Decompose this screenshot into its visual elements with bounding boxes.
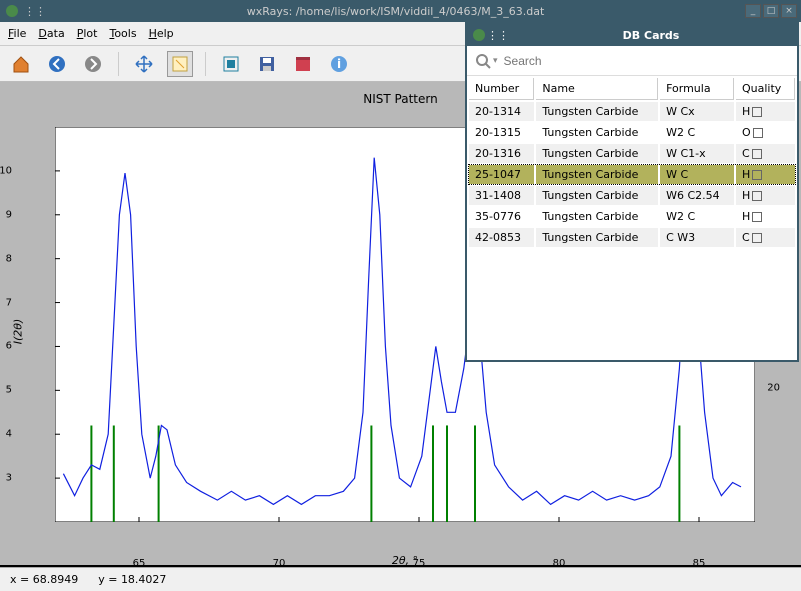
cell-name: Tungsten Carbide [536,228,658,247]
statusbar: x = 68.8949 y = 18.4027 [0,567,801,591]
menu-plot[interactable]: Plot [77,27,98,40]
minimize-button[interactable]: _ [745,4,761,18]
y-axis-label: I(2θ) [11,318,24,344]
db-table: Number Name Formula Quality 20-1314 Tung… [467,76,797,249]
cell-number: 20-1316 [469,144,534,163]
cell-name: Tungsten Carbide [536,123,658,142]
maximize-button[interactable]: □ [763,4,779,18]
ytick-label: 6 [6,341,12,352]
table-row[interactable]: 31-1408 Tungsten Carbide W6 C2.54 H [469,186,795,205]
cell-quality: C [736,144,795,163]
home-button[interactable] [8,51,34,77]
search-input[interactable] [504,54,659,68]
search-dropdown-icon[interactable]: ▾ [493,56,498,66]
col-name[interactable]: Name [536,78,658,100]
cell-name: Tungsten Carbide [536,165,658,184]
grid-button[interactable] [290,51,316,77]
forward-button[interactable] [80,51,106,77]
toolbar-separator [118,52,119,76]
cell-formula: W2 C [660,207,734,226]
zoom-button[interactable] [167,51,193,77]
ytick-label: 7 [6,297,12,308]
cell-name: Tungsten Carbide [536,102,658,121]
grid-icon [293,54,313,74]
ytick-label: 3 [6,473,12,484]
cell-number: 20-1315 [469,123,534,142]
main-titlebar: ⋮⋮ wxRays: /home/lis/work/ISM/viddil_4/0… [0,0,801,22]
cell-number: 31-1408 [469,186,534,205]
cell-formula: W C1-x [660,144,734,163]
cell-number: 42-0853 [469,228,534,247]
back-button[interactable] [44,51,70,77]
info-button[interactable]: i [326,51,352,77]
db-search-bar: ▾ [467,46,797,76]
cell-number: 20-1314 [469,102,534,121]
db-titlebar-grip: ⋮⋮ [487,29,509,42]
cell-name: Tungsten Carbide [536,144,658,163]
svg-text:i: i [337,57,341,71]
db-window-title: DB Cards [509,29,793,42]
status-y: y = 18.4027 [98,573,166,586]
db-titlebar[interactable]: ⋮⋮ DB Cards [467,24,797,46]
back-icon [47,54,67,74]
table-row[interactable]: 20-1315 Tungsten Carbide W2 C O [469,123,795,142]
cell-quality: H [736,102,795,121]
menu-file[interactable]: File [8,27,26,40]
app-icon [4,3,20,19]
info-icon: i [329,54,349,74]
menu-tools[interactable]: Tools [109,27,136,40]
window-title: wxRays: /home/lis/work/ISM/viddil_4/0463… [46,5,745,18]
menu-help[interactable]: Help [149,27,174,40]
cell-quality: H [736,207,795,226]
cell-number: 25-1047 [469,165,534,184]
cell-quality: H [736,165,795,184]
zoom-icon [170,54,190,74]
col-quality[interactable]: Quality [736,78,795,100]
forward-icon [83,54,103,74]
db-cards-window: ⋮⋮ DB Cards ▾ Number Name Formula Qualit… [465,22,799,362]
table-row[interactable]: 35-0776 Tungsten Carbide W2 C H [469,207,795,226]
table-row[interactable]: 20-1316 Tungsten Carbide W C1-x C [469,144,795,163]
search-icon[interactable] [475,53,491,69]
pan-icon [134,54,154,74]
cell-number: 35-0776 [469,207,534,226]
ytick-label: 10 [0,165,12,176]
table-row[interactable]: 25-1047 Tungsten Carbide W C H [469,165,795,184]
cell-name: Tungsten Carbide [536,207,658,226]
cell-formula: W6 C2.54 [660,186,734,205]
table-row[interactable]: 20-1314 Tungsten Carbide W Cx H [469,102,795,121]
configure-icon [221,54,241,74]
table-header-row: Number Name Formula Quality [469,78,795,100]
ytick-label: 8 [6,253,12,264]
db-app-icon [471,27,487,43]
pan-button[interactable] [131,51,157,77]
cell-name: Tungsten Carbide [536,186,658,205]
close-button[interactable]: × [781,4,797,18]
menu-data[interactable]: Data [38,27,64,40]
ytick-label: 4 [6,429,12,440]
toolbar-separator [205,52,206,76]
col-number[interactable]: Number [469,78,534,100]
status-x: x = 68.8949 [10,573,78,586]
save-button[interactable] [254,51,280,77]
ytick-label: 5 [6,385,12,396]
configure-button[interactable] [218,51,244,77]
cell-formula: W Cx [660,102,734,121]
home-icon [11,54,31,74]
cell-formula: W C [660,165,734,184]
table-row[interactable]: 42-0853 Tungsten Carbide C W3 C [469,228,795,247]
col-formula[interactable]: Formula [660,78,734,100]
cell-formula: W2 C [660,123,734,142]
cell-quality: C [736,228,795,247]
titlebar-grip: ⋮⋮ [24,5,46,18]
save-icon [257,54,277,74]
ytick-label: 9 [6,209,12,220]
cell-quality: O [736,123,795,142]
cell-formula: C W3 [660,228,734,247]
secondary-ytick: 20 [767,382,780,393]
cell-quality: H [736,186,795,205]
